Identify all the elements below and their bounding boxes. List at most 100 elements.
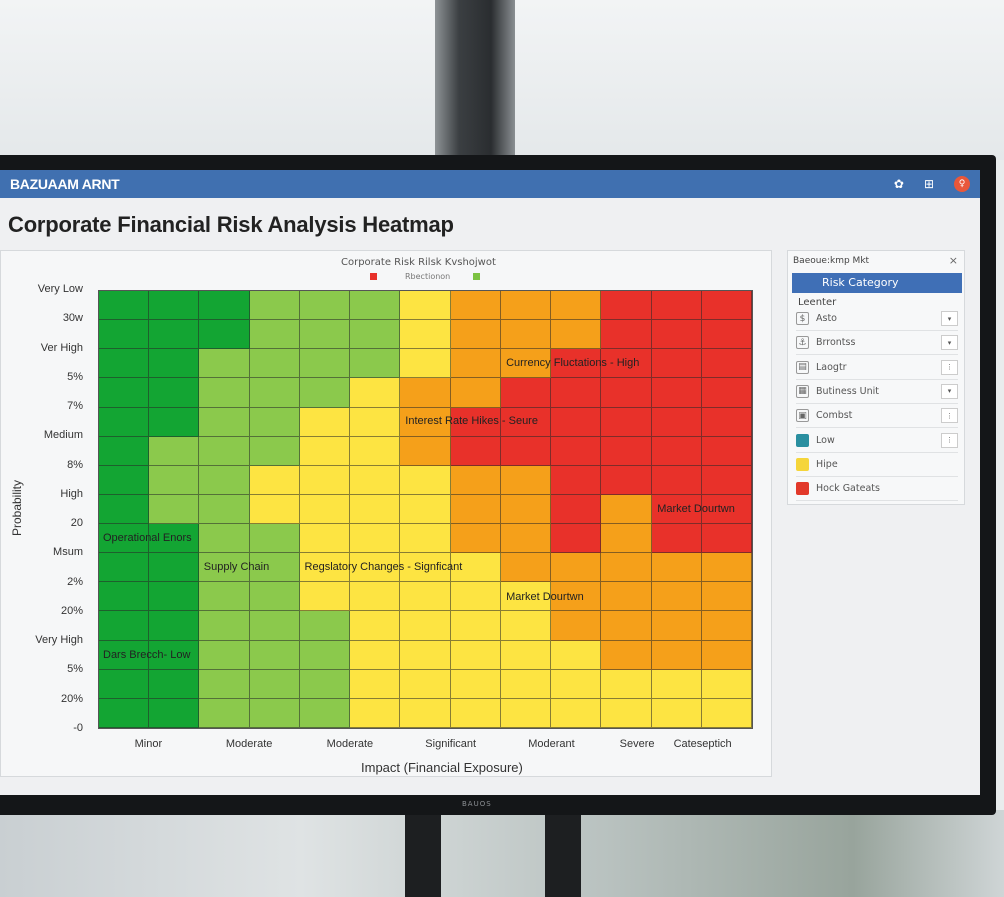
dropdown-button[interactable]: ▾ xyxy=(941,335,958,351)
risk-category-button[interactable]: Risk Category xyxy=(792,273,962,293)
heatmap-cell xyxy=(400,524,451,554)
close-icon[interactable]: × xyxy=(948,254,958,267)
heatmap-cell xyxy=(199,349,250,379)
heatmap-cell xyxy=(149,524,200,554)
chart-title: Corporate Risk Rilsk Kvshojwot xyxy=(341,257,496,268)
filter-item[interactable]: Hock Gateats xyxy=(796,477,958,502)
heatmap-cell xyxy=(99,494,150,525)
heatmap-cell xyxy=(701,640,752,670)
y-tick-label: High xyxy=(60,487,83,500)
filter-item[interactable]: ⚓ Brrontss ▾ xyxy=(796,331,958,356)
heatmap-cell xyxy=(601,611,652,641)
heatmap-cell xyxy=(450,349,501,379)
heatmap-cell xyxy=(651,349,702,379)
heatmap-cell xyxy=(400,465,451,495)
y-tick-label: 30w xyxy=(62,312,83,325)
heatmap-cell xyxy=(500,436,552,466)
y-tick-label: -0 xyxy=(73,722,83,734)
heatmap-cell xyxy=(249,582,300,612)
heatmap-cell xyxy=(350,524,401,554)
dropdown-button[interactable]: ▾ xyxy=(941,311,958,326)
heatmap-cell xyxy=(500,349,552,379)
heatmap-cell xyxy=(350,640,401,670)
y-tick-label: Very High xyxy=(35,634,83,647)
heatmap-cell xyxy=(249,320,300,350)
grid-icon[interactable]: ⊞ xyxy=(923,177,934,191)
heatmap-cell xyxy=(601,553,652,583)
heatmap-cell xyxy=(701,349,752,379)
high-swatch-icon xyxy=(796,457,809,471)
heatmap-cell xyxy=(299,698,351,728)
heatmap-cell xyxy=(149,669,200,699)
more-options-button[interactable]: ⋮ xyxy=(941,408,958,424)
heatmap-cell xyxy=(299,465,351,495)
filter-item[interactable]: $ Asto ▾ xyxy=(796,307,958,331)
heatmap-cell xyxy=(601,698,652,728)
filter-item-label: Hock Gateats xyxy=(816,483,880,495)
risk-annotation: Supply Chain xyxy=(203,561,270,574)
heatmap-cell xyxy=(149,465,200,495)
heatmap-cell xyxy=(99,582,150,612)
heatmap-cell xyxy=(651,291,702,321)
heatmap-cell xyxy=(400,320,451,350)
heatmap-cell xyxy=(400,436,451,466)
heatmap-cell xyxy=(450,698,501,728)
filter-panel: Baeoue:kmp Mkt × Risk Category Leenter $… xyxy=(787,250,965,505)
filter-item-label: Brrontss xyxy=(816,337,856,349)
filter-item[interactable]: Low ⋮ xyxy=(796,429,958,453)
heatmap-cell xyxy=(99,291,150,321)
legend-swatch-green xyxy=(473,273,480,280)
y-tick-label: Medium xyxy=(43,429,83,442)
heatmap-cell xyxy=(350,407,401,437)
filter-item[interactable]: ▣ Combst ⋮ xyxy=(796,404,958,429)
heatmap-cell xyxy=(350,611,401,641)
heatmap-cell xyxy=(601,378,652,408)
heatmap-cell xyxy=(99,698,150,728)
more-options-button[interactable]: ⋮ xyxy=(941,432,958,448)
heatmap-cell xyxy=(350,378,401,408)
filter-item-label: Asto xyxy=(816,313,837,324)
heatmap-cell xyxy=(701,407,752,437)
heatmap-cell xyxy=(450,291,501,321)
filter-item[interactable]: ▤ Laogtr ⋮ xyxy=(796,356,958,380)
monitor-stand-post xyxy=(545,812,581,897)
heatmap-cell xyxy=(400,291,451,321)
heatmap-cell xyxy=(500,611,552,641)
heatmap-cell xyxy=(601,494,652,525)
heatmap-cell xyxy=(400,553,451,583)
x-tick-label: Minor xyxy=(134,738,163,750)
heatmap-cell xyxy=(249,553,300,583)
filter-item[interactable]: Hipe xyxy=(796,453,958,477)
user-avatar-icon[interactable]: ♀ xyxy=(954,176,970,192)
heatmap-cell xyxy=(350,494,401,525)
heatmap-cell xyxy=(601,436,652,466)
heatmap-cell xyxy=(601,291,652,321)
app-title: BAZUAAM ARNT xyxy=(10,176,120,192)
dropdown-button[interactable]: ▾ xyxy=(941,383,958,399)
heatmap-chart: Corporate Risk Rilsk Kvshojwot Rbectiono… xyxy=(0,250,772,777)
filter-item[interactable]: ▦ Butiness Unit ▾ xyxy=(796,380,958,404)
heatmap-cell xyxy=(551,407,602,437)
heatmap-cell xyxy=(350,553,401,583)
heatmap-cell xyxy=(450,465,501,495)
heatmap-cell xyxy=(400,611,451,641)
heatmap-cell xyxy=(350,582,401,612)
heatmap-cell xyxy=(500,698,552,728)
table-icon: ▤ xyxy=(796,360,809,374)
heatmap-cell xyxy=(149,378,200,408)
heatmap-cell xyxy=(99,436,150,466)
heatmap-cell xyxy=(299,669,351,699)
settings-icon[interactable]: ✿ xyxy=(893,177,904,191)
heatmap-cell xyxy=(601,582,652,612)
heatmap-cell xyxy=(400,698,451,728)
heatmap-cell xyxy=(299,611,351,641)
heatmap-cell xyxy=(450,524,501,554)
heatmap-cell xyxy=(99,320,150,350)
more-options-button[interactable]: ⋮ xyxy=(941,359,958,375)
heatmap-cell xyxy=(701,582,752,612)
y-tick-label: 8% xyxy=(67,458,83,471)
heatmap-cell xyxy=(601,349,652,379)
heatmap-cell xyxy=(299,378,351,408)
heatmap-cell xyxy=(651,465,702,495)
heatmap-cell xyxy=(651,320,702,350)
